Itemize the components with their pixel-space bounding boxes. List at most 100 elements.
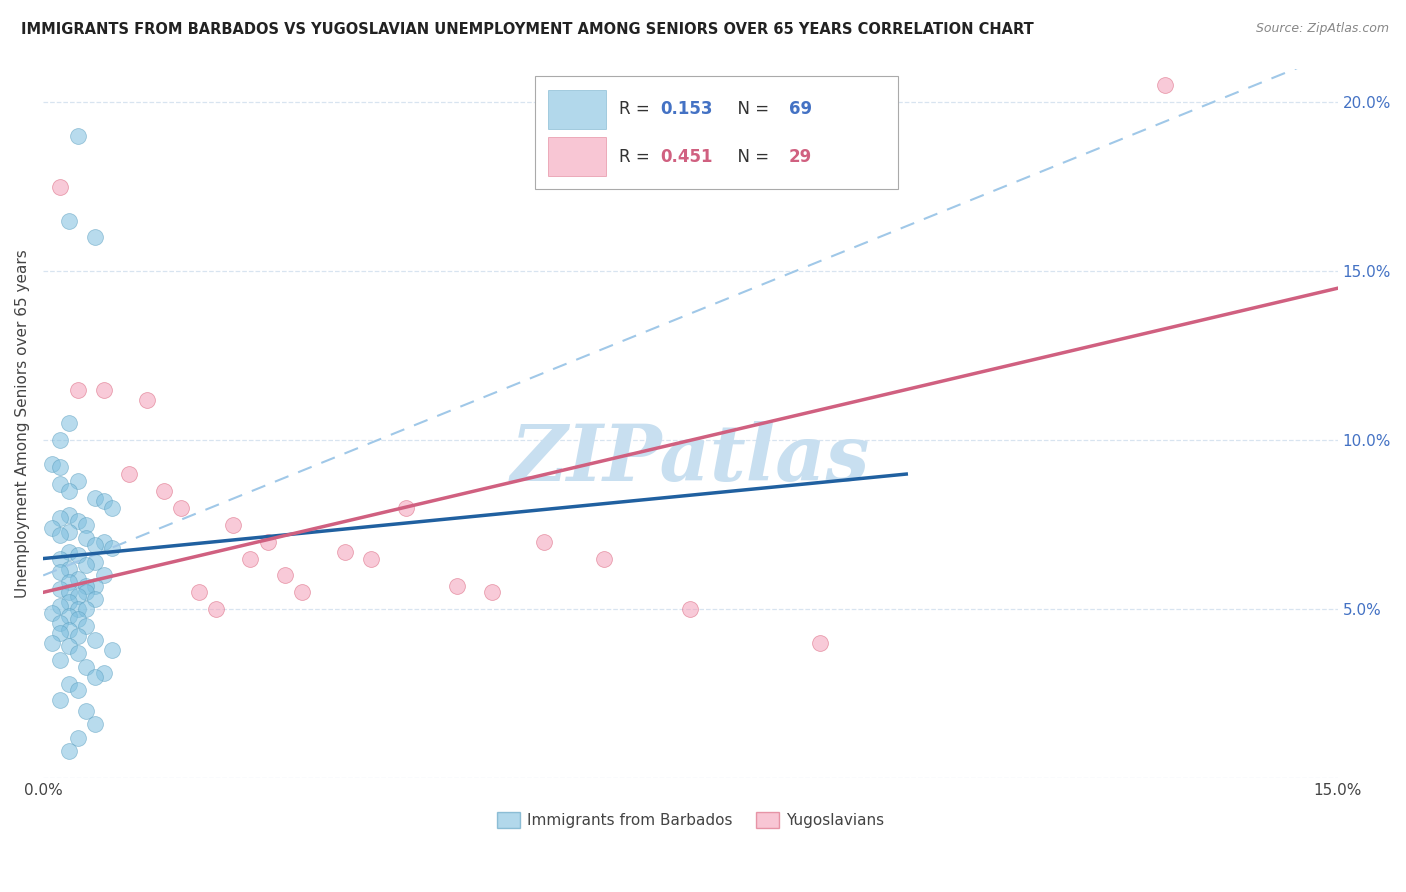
Point bbox=[274, 568, 297, 582]
Point bbox=[49, 693, 72, 707]
Point bbox=[101, 541, 124, 556]
Point bbox=[41, 636, 63, 650]
Y-axis label: Unemployment Among Seniors over 65 years: Unemployment Among Seniors over 65 years bbox=[15, 249, 30, 598]
Point bbox=[446, 578, 468, 592]
Point bbox=[84, 717, 107, 731]
Point bbox=[66, 602, 89, 616]
Point bbox=[101, 500, 124, 515]
FancyBboxPatch shape bbox=[548, 137, 606, 177]
Point bbox=[49, 599, 72, 613]
Point bbox=[93, 666, 115, 681]
Point bbox=[335, 545, 357, 559]
Point bbox=[84, 538, 107, 552]
Point bbox=[118, 467, 141, 481]
Text: 0.153: 0.153 bbox=[661, 100, 713, 118]
Point bbox=[49, 477, 72, 491]
Point bbox=[75, 517, 97, 532]
Point bbox=[41, 457, 63, 471]
Point bbox=[84, 230, 107, 244]
Point bbox=[66, 383, 89, 397]
Text: 0.451: 0.451 bbox=[661, 148, 713, 166]
Point bbox=[75, 704, 97, 718]
Text: N =: N = bbox=[727, 100, 775, 118]
Point bbox=[49, 551, 72, 566]
Point bbox=[58, 585, 80, 599]
Point bbox=[66, 683, 89, 698]
Point bbox=[58, 640, 80, 654]
Point bbox=[481, 585, 503, 599]
Point bbox=[49, 565, 72, 579]
Point bbox=[1154, 78, 1177, 93]
Point bbox=[49, 615, 72, 630]
Point bbox=[533, 534, 555, 549]
Point bbox=[49, 511, 72, 525]
Point bbox=[170, 500, 193, 515]
FancyBboxPatch shape bbox=[536, 76, 897, 189]
Point bbox=[58, 744, 80, 758]
Text: ZIPatlas: ZIPatlas bbox=[510, 421, 870, 497]
Point bbox=[75, 659, 97, 673]
FancyBboxPatch shape bbox=[548, 90, 606, 128]
Point bbox=[58, 508, 80, 522]
Text: Source: ZipAtlas.com: Source: ZipAtlas.com bbox=[1256, 22, 1389, 36]
Point bbox=[58, 562, 80, 576]
Point bbox=[58, 213, 80, 227]
Point bbox=[93, 568, 115, 582]
Text: N =: N = bbox=[727, 148, 775, 166]
Text: R =: R = bbox=[619, 148, 655, 166]
Point bbox=[66, 474, 89, 488]
Point bbox=[66, 629, 89, 643]
Point bbox=[84, 491, 107, 505]
Text: 69: 69 bbox=[789, 100, 813, 118]
Text: 29: 29 bbox=[789, 148, 813, 166]
Point bbox=[58, 609, 80, 624]
Point bbox=[135, 392, 157, 407]
Point bbox=[58, 545, 80, 559]
Point bbox=[66, 646, 89, 660]
Point bbox=[49, 626, 72, 640]
Point bbox=[41, 521, 63, 535]
Point bbox=[239, 551, 262, 566]
Point bbox=[395, 500, 418, 515]
Point bbox=[93, 534, 115, 549]
Point bbox=[49, 434, 72, 448]
Point bbox=[58, 417, 80, 431]
Point bbox=[93, 383, 115, 397]
Point bbox=[360, 551, 382, 566]
Point bbox=[75, 531, 97, 545]
Point bbox=[49, 528, 72, 542]
Point bbox=[58, 483, 80, 498]
Point bbox=[84, 578, 107, 592]
Point bbox=[84, 555, 107, 569]
Point bbox=[291, 585, 314, 599]
Point bbox=[49, 460, 72, 475]
Point bbox=[58, 575, 80, 590]
Point bbox=[187, 585, 209, 599]
Point bbox=[222, 517, 245, 532]
Point bbox=[66, 731, 89, 745]
Point bbox=[49, 582, 72, 596]
Point bbox=[58, 524, 80, 539]
Point bbox=[93, 494, 115, 508]
Point bbox=[679, 602, 702, 616]
Point bbox=[84, 632, 107, 647]
Point bbox=[66, 129, 89, 144]
Point bbox=[66, 589, 89, 603]
Point bbox=[41, 606, 63, 620]
Point bbox=[58, 595, 80, 609]
Point bbox=[84, 670, 107, 684]
Point bbox=[49, 653, 72, 667]
Point bbox=[101, 642, 124, 657]
Point bbox=[808, 636, 831, 650]
Point bbox=[153, 483, 176, 498]
Point bbox=[204, 602, 226, 616]
Point bbox=[75, 578, 97, 592]
Text: R =: R = bbox=[619, 100, 655, 118]
Point bbox=[75, 602, 97, 616]
Point bbox=[58, 623, 80, 637]
Point bbox=[75, 558, 97, 573]
Point bbox=[66, 515, 89, 529]
Point bbox=[75, 619, 97, 633]
Point bbox=[84, 592, 107, 607]
Point bbox=[256, 534, 278, 549]
